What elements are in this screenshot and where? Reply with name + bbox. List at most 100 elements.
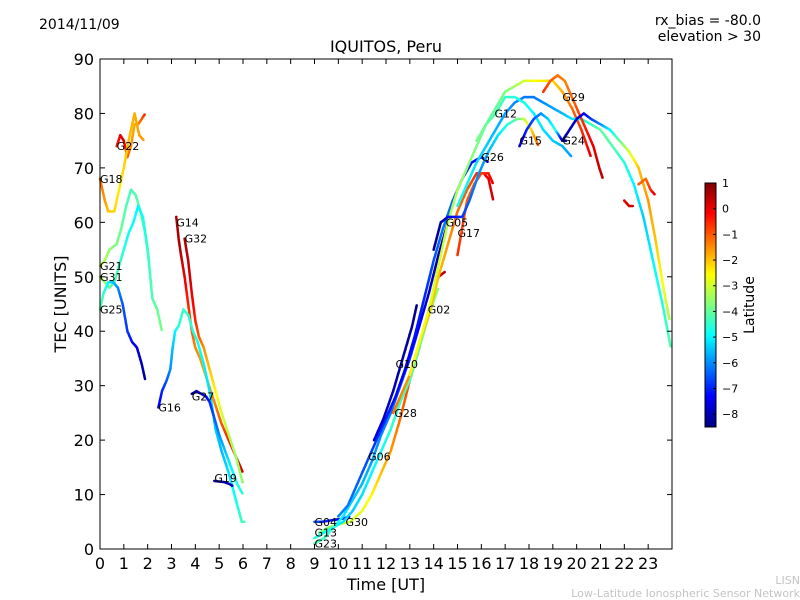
x-tick-label: 7	[262, 554, 272, 573]
colorbar-tick-label: −1	[722, 228, 738, 241]
x-tick-label: 16	[471, 554, 491, 573]
colorbar-tick-label: −5	[722, 331, 738, 344]
series-label-g30: G30	[345, 516, 368, 529]
colorbar-tick-label: −3	[722, 280, 738, 293]
series-label-g28: G28	[394, 407, 417, 420]
series-label-g05: G05	[446, 216, 469, 229]
x-tick-label: 0	[95, 554, 105, 573]
x-tick-label: 10	[328, 554, 348, 573]
data-point	[569, 154, 573, 158]
x-tick-label: 23	[638, 554, 658, 573]
series-label-g19: G19	[214, 472, 237, 485]
series-label-g22: G22	[117, 140, 140, 153]
series-label-g10: G10	[396, 358, 419, 371]
series-g32	[183, 237, 244, 484]
data-point	[143, 113, 146, 116]
x-tick-label: 22	[614, 554, 634, 573]
x-axis-label: Time [UT]	[346, 575, 425, 594]
y-tick-label: 30	[74, 377, 94, 396]
data-point	[415, 304, 419, 307]
x-tick-label: 17	[495, 554, 515, 573]
colorbar-tick-label: −7	[722, 382, 738, 395]
series-label-g29: G29	[562, 91, 585, 104]
colorbar-tick-label: −8	[722, 408, 738, 421]
data-point	[143, 377, 147, 381]
y-tick-label: 0	[84, 540, 94, 559]
x-tick-label: 13	[400, 554, 420, 573]
data-point	[160, 328, 163, 332]
series-g27	[190, 389, 244, 495]
data-point	[653, 192, 656, 196]
colorbar-tick-label: 0	[722, 203, 729, 216]
series-g18	[98, 112, 145, 213]
y-tick-label: 50	[74, 268, 94, 287]
series-label-g15: G15	[519, 135, 542, 148]
y-tick-label: 40	[74, 322, 94, 341]
series-g31	[98, 204, 163, 332]
data-point	[601, 176, 604, 179]
data-point	[241, 470, 244, 473]
y-tick-label: 20	[74, 431, 94, 450]
series-label-g06: G06	[368, 450, 391, 463]
x-tick-label: 4	[190, 554, 200, 573]
data-point	[142, 138, 145, 142]
series-label-g25: G25	[100, 303, 123, 316]
data-point	[491, 197, 495, 201]
data-point	[668, 317, 671, 321]
data-point	[443, 270, 446, 274]
series-label-g26: G26	[481, 151, 504, 164]
rx-bias-info: rx_bias = -80.0 elevation > 30	[655, 13, 761, 45]
rx-bias-label: rx_bias = -80.0	[654, 13, 761, 29]
credit: LISN Low-Latitude Ionospheric Sensor Net…	[571, 574, 800, 600]
elevation-label: elevation > 30	[657, 29, 761, 45]
data-point	[231, 484, 234, 488]
x-tick-label: 9	[309, 554, 319, 573]
series-label-g24: G24	[562, 135, 585, 148]
data-point	[436, 287, 440, 291]
x-tick-label: 21	[590, 554, 610, 573]
date-label: 2014/11/09	[39, 17, 120, 33]
data-point	[669, 344, 672, 348]
chart-title: IQUITOS, Peru	[329, 37, 443, 56]
x-tick-label: 20	[566, 554, 586, 573]
colorbar-tick-label: −4	[722, 305, 738, 318]
colorbar-tick-label: −6	[722, 357, 738, 370]
series-g21	[98, 188, 150, 268]
series-g14	[175, 215, 244, 473]
x-tick-label: 11	[352, 554, 372, 573]
series-g28	[391, 172, 495, 415]
y-tick-label: 80	[74, 104, 94, 123]
x-tick-label: 1	[119, 554, 129, 573]
data-point	[241, 481, 244, 484]
x-tick-label: 15	[447, 554, 467, 573]
series-g22	[115, 113, 146, 159]
series-g26	[456, 95, 672, 348]
credit-line-1: LISN	[775, 574, 800, 587]
colorbar-tick-label: 1	[722, 177, 729, 190]
series-g30	[318, 270, 446, 534]
data-point	[241, 492, 244, 495]
chart-marks	[98, 74, 672, 545]
data-point	[589, 154, 592, 157]
data-point	[491, 181, 495, 185]
data-point	[242, 520, 246, 524]
colorbar-label: Latitude	[742, 276, 758, 334]
x-tick-label: 5	[214, 554, 224, 573]
y-tick-label: 60	[74, 213, 94, 232]
y-tick-label: 10	[74, 486, 94, 505]
series-label-g12: G12	[494, 107, 517, 120]
credit-line-2: Low-Latitude Ionospheric Sensor Network	[571, 587, 800, 600]
colorbar: 1 0 −1 −2 −3 −4 −5 −6 −7 −8	[704, 177, 738, 428]
colorbar-gradient	[704, 182, 717, 428]
series-label-g32: G32	[185, 233, 208, 246]
x-tick-label: 12	[376, 554, 396, 573]
series-g25	[98, 280, 147, 381]
x-tick-label: 18	[519, 554, 539, 573]
colorbar-tick-label: −2	[722, 254, 738, 267]
y-tick-label: 90	[74, 50, 94, 69]
x-tick-label: 3	[166, 554, 176, 573]
y-tick-label: 70	[74, 159, 94, 178]
series-g19	[213, 479, 234, 488]
series-track-26	[623, 199, 634, 208]
